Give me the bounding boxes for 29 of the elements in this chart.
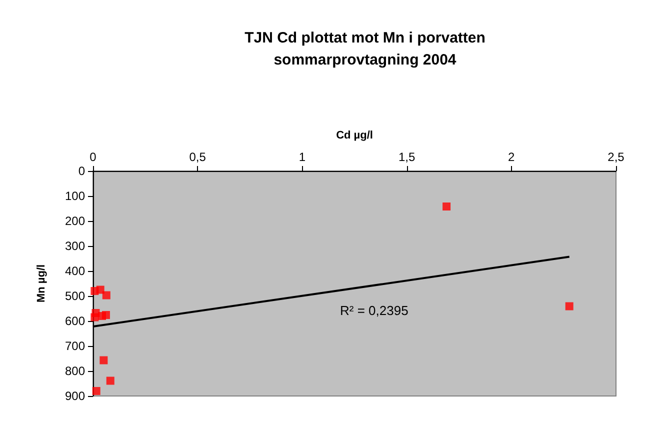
annotation: R² = 0,2395 bbox=[340, 303, 408, 318]
point bbox=[565, 302, 574, 310]
point bbox=[102, 291, 110, 300]
point bbox=[100, 356, 108, 364]
point bbox=[442, 202, 451, 210]
chart-title: TJN Cd plottat mot Mn i porvatten sommarprovtagning 2004 bbox=[244, 30, 486, 68]
y-tick-label: 400 bbox=[64, 264, 86, 278]
y-tick-label: 500 bbox=[64, 289, 86, 303]
y-axis-title: Mn µg/l bbox=[36, 264, 48, 303]
point bbox=[102, 311, 110, 319]
x-tick-label: 1,5 bbox=[398, 150, 416, 164]
y-tick-label: 800 bbox=[64, 364, 86, 378]
x-tick-label: 0,5 bbox=[189, 150, 206, 164]
y-tick-label: 600 bbox=[64, 314, 86, 328]
point bbox=[96, 286, 104, 294]
x-tick-label: 2 bbox=[508, 150, 516, 164]
y-tick-label: 300 bbox=[64, 239, 86, 253]
y-tick-label: 900 bbox=[64, 389, 86, 403]
x-tick-label: 2,5 bbox=[608, 150, 625, 164]
y-tick-label: 200 bbox=[64, 214, 86, 228]
x-axis-title: Cd µg/l bbox=[336, 130, 373, 142]
x-tick-label: 0 bbox=[90, 150, 97, 164]
point bbox=[92, 387, 100, 395]
x-tick-label: 1 bbox=[298, 150, 306, 164]
point bbox=[90, 313, 99, 322]
point bbox=[106, 376, 114, 385]
y-tick-label: 700 bbox=[64, 339, 86, 353]
y-tick-label: 100 bbox=[64, 189, 86, 203]
y-tick-label: 0 bbox=[78, 164, 86, 178]
